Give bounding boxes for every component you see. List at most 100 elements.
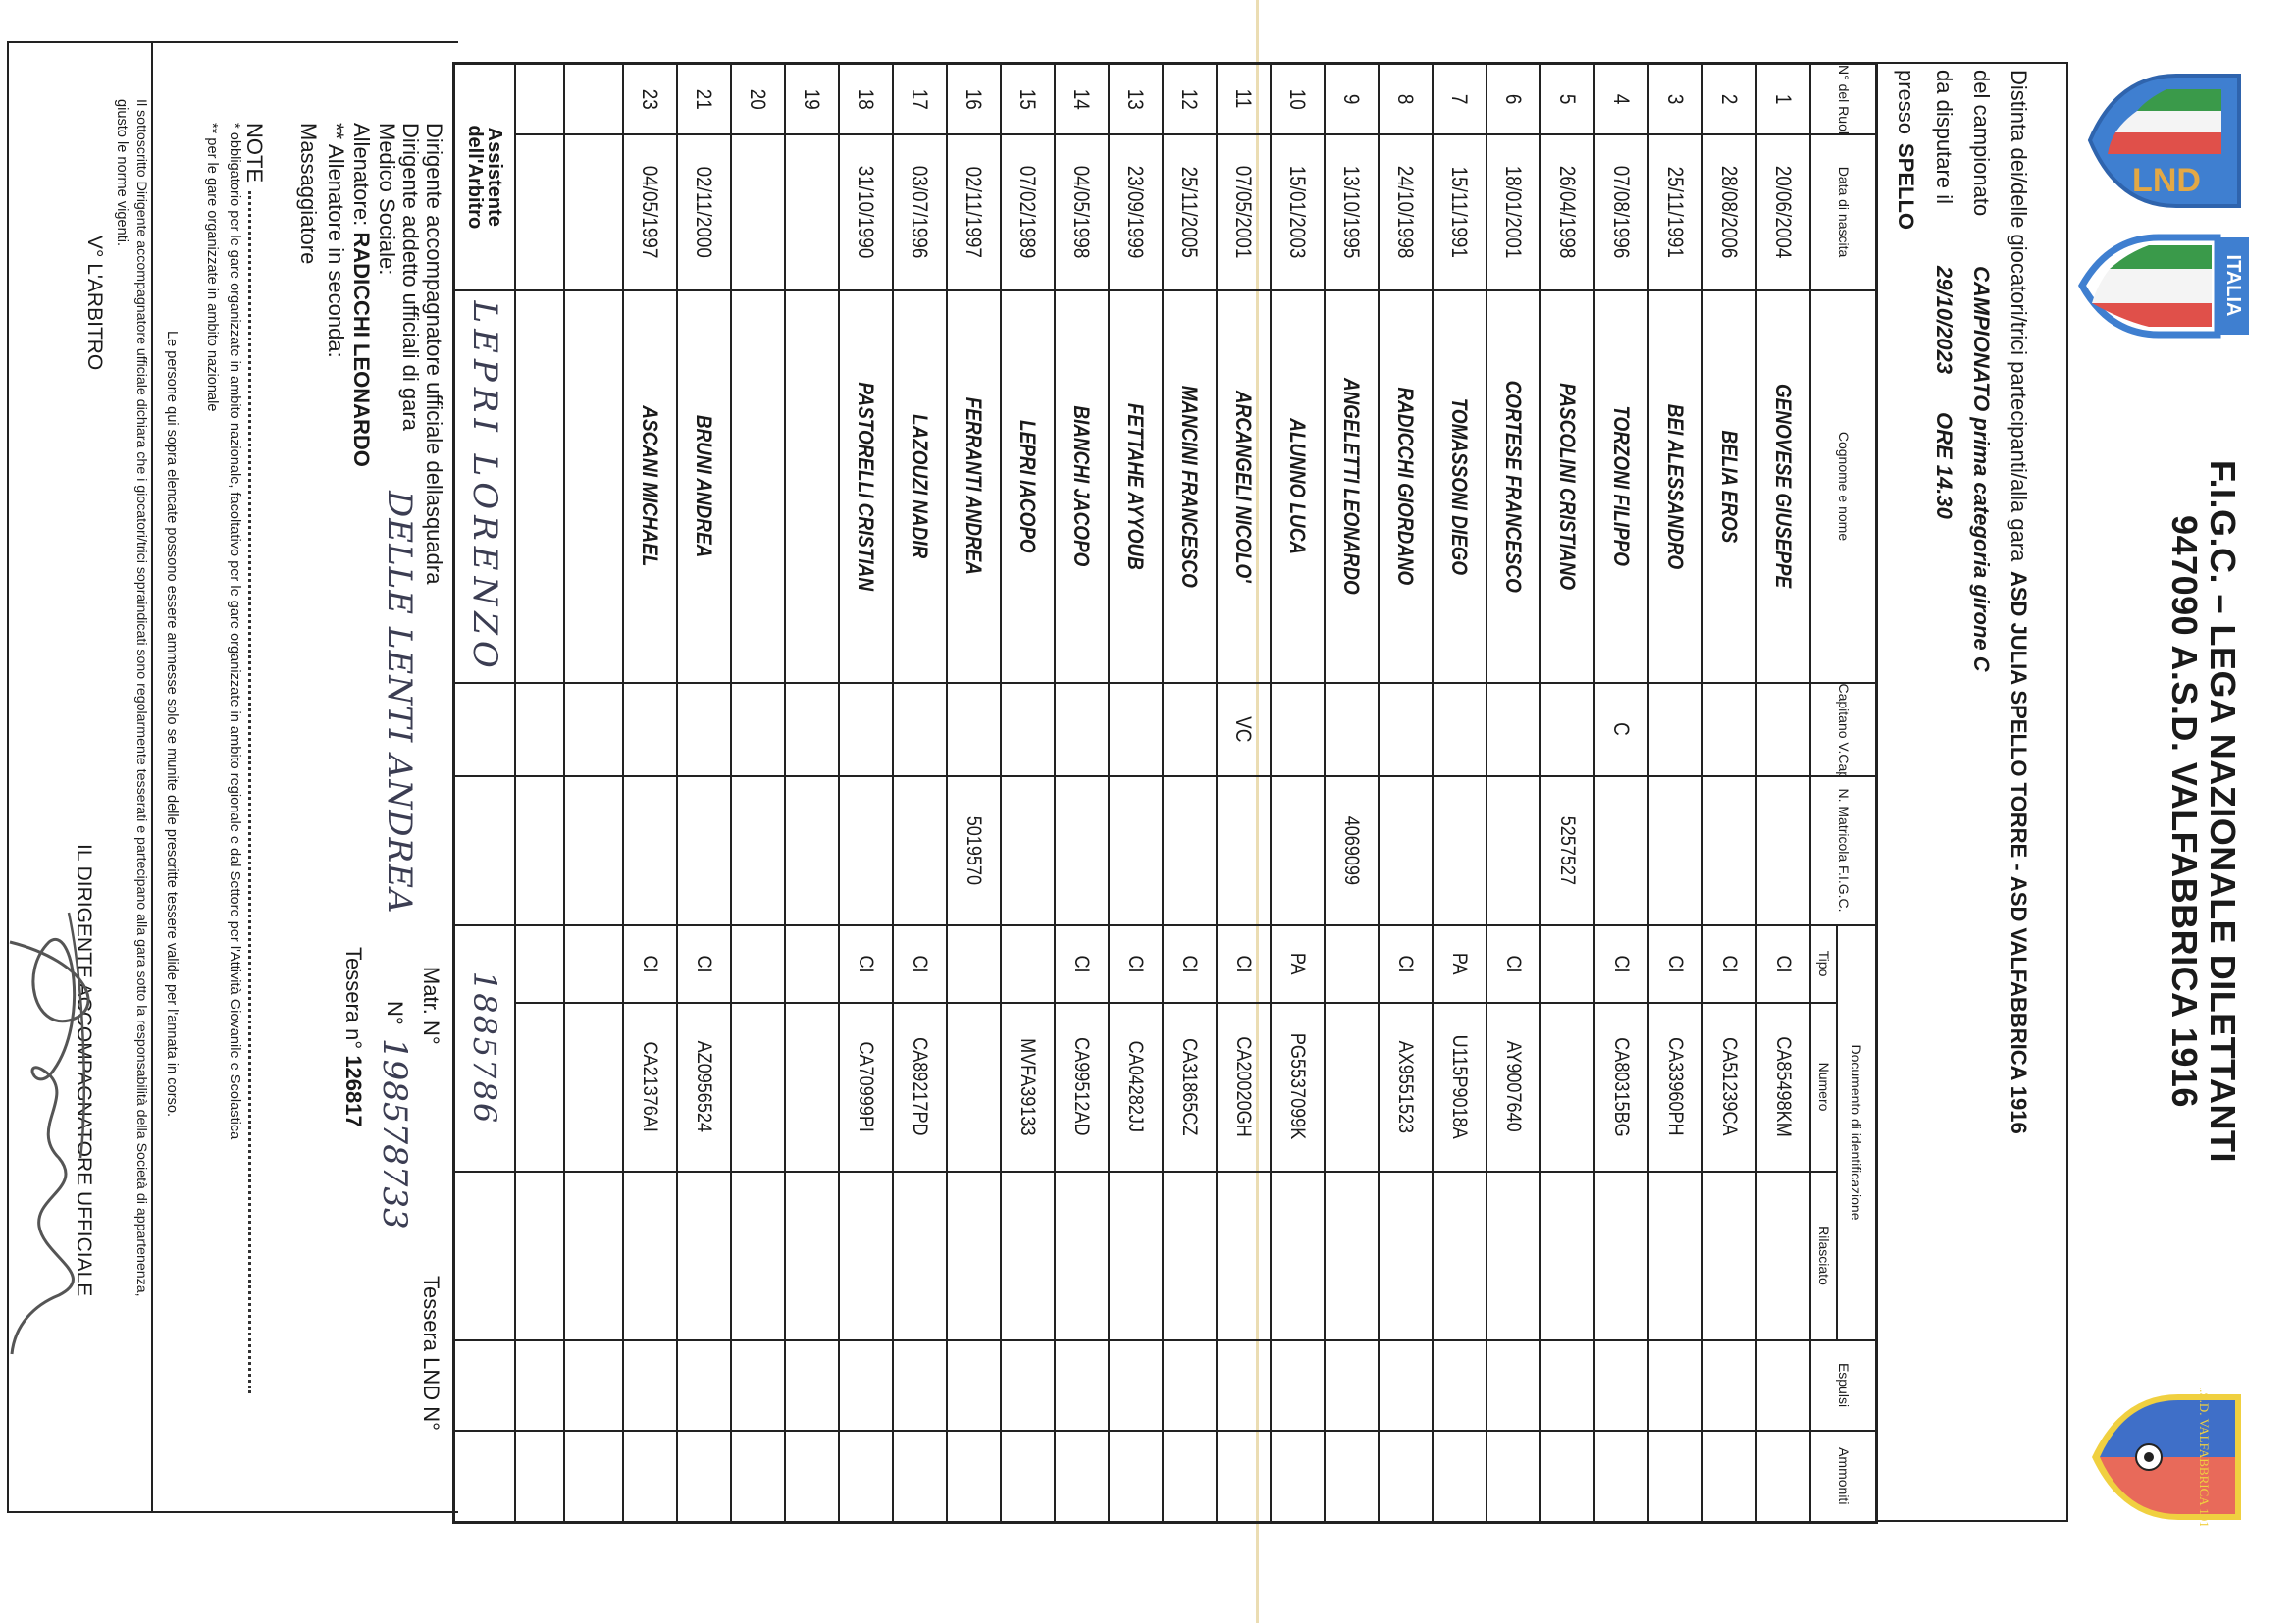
captain-mark	[1163, 682, 1217, 776]
matricola-figc: 4069099	[1325, 775, 1379, 925]
captain-mark	[839, 682, 893, 776]
row-number: 18	[839, 63, 893, 134]
row-number: 6	[1487, 63, 1540, 134]
table-row: 9 13/10/1995 ANGELETTI LEONARDO 4069099	[1325, 63, 1379, 1523]
document-number: MVFA39133	[1001, 1002, 1055, 1172]
document-type-text: CI	[1232, 954, 1256, 973]
birth-date: 13/10/1995	[1325, 133, 1379, 290]
birth-date-text: 23/09/1999	[1123, 165, 1149, 259]
document-type-text: CI	[1070, 954, 1094, 973]
player-name: FERRANTI ANDREA	[947, 289, 1001, 683]
document-number: CA51239CA	[1702, 1002, 1756, 1172]
date-label: da disputare il	[1932, 70, 1957, 204]
document-type	[1325, 924, 1379, 1003]
birth-date: 07/05/2001	[1217, 133, 1271, 290]
player-name-text: ANGELETTI LEONARDO	[1339, 378, 1365, 595]
matricola-figc	[1702, 775, 1756, 925]
player-name: PASCOLINI CRISTIANO	[1540, 289, 1594, 683]
expelled-cell	[1756, 1339, 1810, 1431]
dirigente-tessera-handwritten: 198578733	[375, 1038, 414, 1230]
table-row: 10 15/01/2003 ALUNNO LUCA PA PG5537099K	[1271, 63, 1325, 1523]
row-number-text: 23	[638, 88, 663, 110]
player-name-text: ASCANI MICHAEL	[638, 405, 663, 567]
captain-mark	[1325, 682, 1379, 776]
document-type-text: CI	[1772, 954, 1796, 973]
booked-cell	[947, 1430, 1001, 1523]
document-type-text: CI	[693, 954, 716, 973]
player-name: ARCANGELI NICOLO'	[1217, 289, 1271, 683]
table-row: 3 25/11/1991 BEI ALESSANDRO CI CA33960PH	[1648, 63, 1702, 1523]
player-name-text: FERRANTI ANDREA	[962, 396, 987, 576]
document-number-text: AX9551523	[1394, 1040, 1418, 1133]
document-type	[1540, 924, 1594, 1003]
row-number: 11	[1217, 63, 1271, 134]
expelled-cell	[1217, 1339, 1271, 1431]
italia-logo-text: ITALIA	[2222, 255, 2244, 317]
document-number: CA21376AI	[623, 1002, 677, 1172]
document-number	[785, 1002, 839, 1172]
document-number-text: MVFA39133	[1017, 1037, 1040, 1136]
booked-cell	[1001, 1430, 1055, 1523]
row-number-text: 10	[1285, 88, 1311, 110]
matricola-figc	[1379, 775, 1433, 925]
row-number: 16	[947, 63, 1001, 134]
captain-mark	[1109, 682, 1163, 776]
table-row: 19	[785, 63, 839, 1523]
document-number: CA89217PD	[893, 1002, 947, 1172]
col-header-documento: Documento di identificazione	[1837, 924, 1877, 1340]
document-number	[1325, 1002, 1379, 1172]
document-number: CA33960PH	[1648, 1002, 1702, 1172]
row-number-text: 1	[1771, 93, 1797, 105]
document-number: CA20020GH	[1217, 1002, 1271, 1172]
document-number-text: U115P9018A	[1448, 1034, 1472, 1139]
table-row: 23 04/05/1997 ASCANI MICHAEL CI CA21376AI	[623, 63, 677, 1523]
player-name-text: GENOVESE GIUSEPPE	[1771, 384, 1797, 589]
allenatore-seconda-label: ** Allenatore in seconda:	[324, 123, 348, 358]
table-row: 2 28/08/2006 BELIA EROS CI CA51239CA	[1702, 63, 1756, 1523]
birth-date-text: 24/10/1998	[1393, 165, 1419, 259]
document-issuer	[947, 1171, 1001, 1340]
assistant-referee-name: LEPRI LORENZO	[453, 289, 515, 683]
document-number: AY9007640	[1487, 1002, 1540, 1172]
birth-date: 02/11/1997	[947, 133, 1001, 290]
players-table: N° del Ruolo Data di nascita Cognome e n…	[452, 62, 1878, 1525]
booked-cell	[731, 1430, 785, 1523]
document-subtitle: 947090 A.S.D. VALFABBRICA 1916	[2165, 515, 2205, 1108]
declaration-line-2: giusto le norme vigenti.	[114, 99, 130, 247]
table-row: 15 07/02/1989 LEPRI IACOPO MVFA39133	[1001, 63, 1055, 1523]
birth-date: 15/01/2003	[1271, 133, 1325, 290]
row-number: 23	[623, 63, 677, 134]
valfabbrica-logo-text: A.S.D. VALFABBRICA 1916	[2197, 1388, 2212, 1526]
col-header-dob: Data di nascita	[1810, 133, 1877, 290]
document-type	[731, 924, 785, 1003]
matricola-figc	[1163, 775, 1217, 925]
document-type-text: CI	[1178, 954, 1202, 973]
booked-cell	[1217, 1430, 1271, 1523]
player-name: MANCINI FRANCESCO	[1163, 289, 1217, 683]
document-type: CI	[1594, 924, 1648, 1003]
document-issuer	[677, 1171, 731, 1340]
document-number-text: AZ0956524	[693, 1040, 716, 1133]
table-row: 1 20/06/2004 GENOVESE GIUSEPPE CI CA85498KM	[1756, 63, 1810, 1523]
player-name-text: TOMASSONI DIEGO	[1447, 397, 1473, 575]
assistant-referee-row: Assistente dell'Arbitro LEPRI LORENZO 18…	[453, 63, 515, 1523]
expelled-cell	[677, 1339, 731, 1431]
table-row: 5 26/04/1998 PASCOLINI CRISTIANO 5257527	[1540, 63, 1594, 1523]
captain-mark	[1756, 682, 1810, 776]
table-header-row: N° del Ruolo Data di nascita Cognome e n…	[1810, 63, 1877, 1523]
expelled-cell	[1702, 1339, 1756, 1431]
birth-date: 25/11/2005	[1163, 133, 1217, 290]
row-number: 1	[1756, 63, 1810, 134]
matricola-figc: 5019570	[947, 775, 1001, 925]
birth-date: 07/08/1996	[1594, 133, 1648, 290]
row-number: 5	[1540, 63, 1594, 134]
expelled-cell	[1379, 1339, 1433, 1431]
document-number: CA04282JJ	[1109, 1002, 1163, 1172]
document-issuer	[1648, 1171, 1702, 1340]
document-number: CA80315BG	[1594, 1002, 1648, 1172]
player-name: BEI ALESSANDRO	[1648, 289, 1702, 683]
document-type: PA	[1433, 924, 1487, 1003]
document-number-text: CA70999PI	[855, 1041, 878, 1132]
player-name: ASCANI MICHAEL	[623, 289, 677, 683]
matricola-figc-text: 5257527	[1556, 815, 1580, 885]
